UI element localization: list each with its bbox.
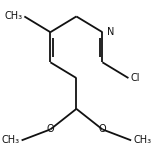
- Text: O: O: [47, 124, 54, 134]
- Text: N: N: [107, 27, 114, 37]
- Text: CH₃: CH₃: [4, 11, 22, 21]
- Text: O: O: [99, 124, 106, 134]
- Text: Cl: Cl: [130, 73, 140, 83]
- Text: CH₃: CH₃: [133, 135, 151, 145]
- Text: CH₃: CH₃: [1, 135, 20, 145]
